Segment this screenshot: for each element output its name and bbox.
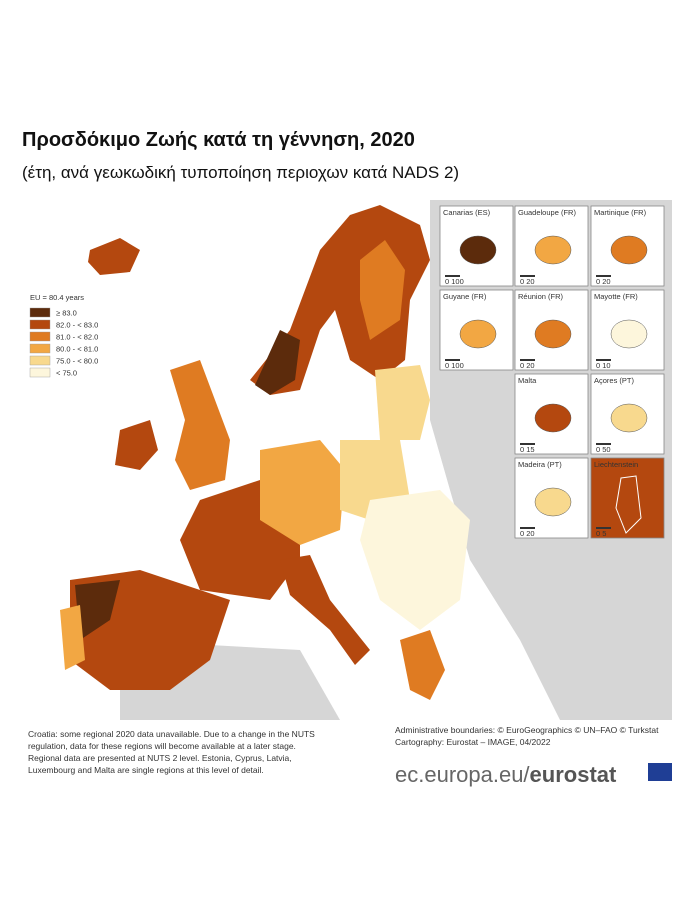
inset-name: Guyane (FR) [443, 292, 487, 301]
great-britain [170, 360, 230, 490]
portugal [60, 605, 85, 670]
scale-label: 0 10 [596, 361, 611, 370]
footnote-line: Luxembourg and Malta are single regions … [28, 765, 264, 775]
inset-region [610, 319, 648, 349]
inset-region [610, 403, 648, 433]
inset-name: Liechtenstein [594, 460, 638, 469]
footnote-line: regulation, data for these regions will … [28, 741, 296, 751]
germany [260, 440, 345, 545]
scale-label: 0 20 [596, 277, 611, 286]
legend-title: EU = 80.4 years [30, 293, 84, 302]
ireland [115, 420, 158, 470]
scale-label: 0 20 [520, 361, 535, 370]
norway-west [255, 330, 300, 395]
legend-label: 81.0 - < 82.0 [56, 333, 98, 342]
greece [400, 630, 445, 700]
legend-swatch [29, 319, 51, 330]
scale-label: 0 5 [596, 529, 606, 538]
south-east [360, 490, 470, 630]
credit-line: Cartography: Eurostat – IMAGE, 04/2022 [395, 737, 551, 747]
legend-label: 82.0 - < 83.0 [56, 321, 98, 330]
inset-region [610, 235, 648, 265]
finland [360, 240, 405, 340]
inset-region [534, 487, 572, 517]
legend-label: 80.0 - < 81.0 [56, 345, 98, 354]
footnote-line: Regional data are presented at NUTS 2 le… [28, 753, 292, 763]
scale-label: 0 50 [596, 445, 611, 454]
inset-region [534, 319, 572, 349]
inset-frame [590, 373, 665, 455]
notes: Croatia: some regional 2020 data unavail… [28, 725, 659, 775]
iceland [88, 238, 140, 275]
inset-region [615, 475, 642, 534]
legend-swatch [29, 307, 51, 318]
legend: EU = 80.4 years ≥ 83.0 82.0 - < 83.0 81.0 … [29, 293, 98, 378]
subtitle: (έτη, ανά γεωκωδική τυποποίηση περιοχων … [22, 163, 459, 182]
inset-name: Malta [518, 376, 537, 385]
italy [280, 555, 370, 665]
inset-region [459, 319, 497, 349]
scale-label: 0 100 [445, 277, 464, 286]
legend-label: < 75.0 [56, 369, 77, 378]
inset-name: Martinique (FR) [594, 208, 647, 217]
logo-site: ec.europa.eu/ [395, 762, 530, 787]
insets: Canarias (ES) 0 100 Guadeloupe (FR) 0 20 Mar… [439, 205, 665, 539]
legend-swatch [29, 355, 51, 366]
inset-name: Canarias (ES) [443, 208, 491, 217]
title: Προσδόκιμο Ζωής κατά τη γέννηση, 2020 [22, 129, 415, 151]
inset-name: Réunion (FR) [518, 292, 564, 301]
logo: ec.europa.eu/ [395, 762, 672, 787]
inset-region [534, 235, 572, 265]
legend-swatch [29, 331, 51, 342]
iberia-north [75, 580, 120, 640]
inset-name: Mayotte (FR) [594, 292, 638, 301]
inset-region [534, 403, 572, 433]
inset-name: Açores (PT) [594, 376, 635, 385]
inset-name: Guadeloupe (FR) [518, 208, 576, 217]
legend-swatch [29, 367, 51, 378]
credit-line: Administrative boundaries: © EuroGeograp… [395, 725, 659, 735]
inset-region [459, 235, 497, 265]
legend-label: 75.0 - < 80.0 [56, 357, 98, 366]
footnote-line: Croatia: some regional 2020 data unavail… [28, 729, 315, 739]
scale-label: 0 20 [520, 529, 535, 538]
scale-label: 0 20 [520, 277, 535, 286]
logo-brand: eurostat [530, 762, 617, 787]
inset-name: Madeira (PT) [518, 460, 562, 469]
legend-swatch [29, 343, 51, 354]
scale-label: 0 100 [445, 361, 464, 370]
baltics [375, 365, 430, 440]
scale-label: 0 15 [520, 445, 535, 454]
eu-flag [648, 763, 672, 781]
legend-label: ≥ 83.0 [56, 309, 77, 318]
